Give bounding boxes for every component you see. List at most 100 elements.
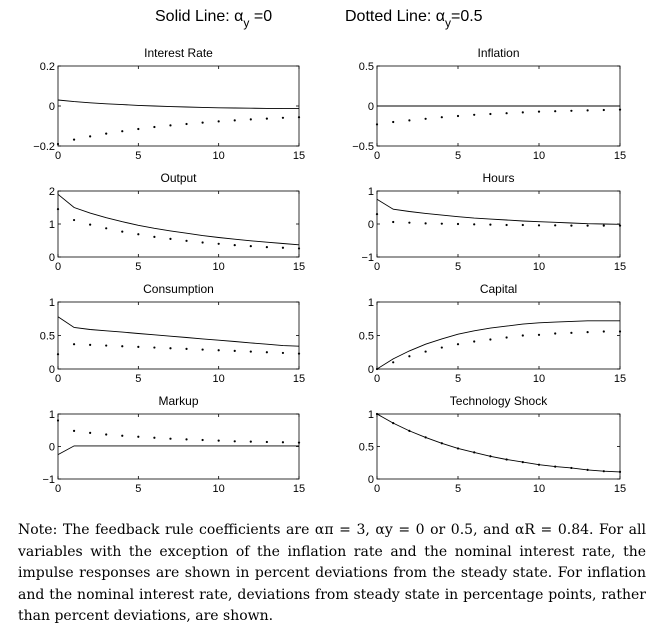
x-tick-label-consumption: 10 bbox=[213, 373, 225, 385]
dotted-series-point-hours bbox=[473, 223, 476, 226]
dotted-series-point-technology-shock bbox=[537, 463, 541, 466]
dotted-series-point-consumption bbox=[169, 347, 172, 350]
x-tick-label-technology-shock: 5 bbox=[455, 483, 461, 495]
dotted-series-point-capital bbox=[618, 330, 622, 333]
x-tick-label-technology-shock: 15 bbox=[614, 483, 626, 495]
dotted-series-point-markup bbox=[121, 434, 124, 437]
y-tick-label-technology-shock: 0 bbox=[368, 474, 374, 486]
solid-series-line-technology-shock bbox=[376, 413, 621, 473]
dotted-series-point-interest-rate bbox=[72, 138, 76, 141]
dotted-series-point-consumption bbox=[72, 343, 76, 346]
dotted-series-point-capital bbox=[375, 367, 379, 371]
x-tick-label-markup: 5 bbox=[135, 483, 141, 495]
dotted-series-point-technology-shock bbox=[521, 461, 524, 464]
x-tick-label-technology-shock: 0 bbox=[374, 483, 380, 495]
dotted-series-point-technology-shock bbox=[375, 412, 379, 416]
dotted-series-point-consumption bbox=[56, 353, 60, 356]
y-tick-label-inflation: 0 bbox=[368, 101, 374, 113]
dotted-series-point-interest-rate bbox=[281, 116, 285, 119]
x-tick-label-capital: 15 bbox=[614, 373, 626, 385]
y-tick-label-interest-rate: 0.2 bbox=[40, 61, 55, 73]
dotted-series-point-interest-rate bbox=[297, 116, 301, 119]
dotted-series-point-inflation bbox=[570, 109, 573, 112]
dotted-series-point-markup bbox=[137, 435, 140, 438]
dotted-series-point-technology-shock bbox=[408, 429, 411, 432]
dotted-series-point-markup bbox=[217, 439, 220, 442]
panel-title-inflation: Inflation bbox=[477, 46, 519, 60]
dotted-series-point-hours bbox=[521, 223, 524, 227]
dotted-series-point-markup bbox=[56, 419, 60, 422]
y-tick-label-markup: −1 bbox=[42, 474, 55, 486]
dotted-series-point-interest-rate bbox=[89, 135, 92, 138]
plot-frame-hours bbox=[376, 190, 621, 258]
y-tick-label-capital: 0 bbox=[368, 364, 374, 376]
dotted-series-point-technology-shock bbox=[440, 442, 443, 445]
dotted-series-point-consumption bbox=[297, 352, 301, 355]
x-tick-label-inflation: 15 bbox=[614, 150, 626, 162]
solid-series-line-consumption bbox=[57, 316, 300, 347]
x-tick-label-hours: 0 bbox=[374, 261, 380, 273]
dotted-series-point-inflation bbox=[424, 117, 427, 120]
y-tick-label-inflation: −0.5 bbox=[352, 141, 374, 153]
panel-consumption: Consumption 0 5 10 15 0 0.5 1 bbox=[40, 282, 305, 385]
solid-series-line-output bbox=[57, 193, 300, 246]
panel-title-hours: Hours bbox=[482, 171, 514, 185]
dotted-series-point-capital bbox=[408, 355, 411, 358]
y-tick-label-technology-shock: 1 bbox=[368, 409, 374, 421]
impulse-response-figure: Solid Line: αy =0 Dotted Line: αy=0.5 In… bbox=[33, 8, 626, 495]
legend-solid-suffix: =0 bbox=[249, 8, 272, 25]
dotted-series-point-inflation bbox=[473, 113, 476, 116]
y-tick-label-markup: 1 bbox=[49, 409, 55, 421]
dotted-series-point-consumption bbox=[89, 343, 92, 346]
y-tick-label-output: 1 bbox=[49, 219, 55, 231]
dotted-series-point-consumption bbox=[201, 348, 204, 351]
dotted-series-point-markup bbox=[72, 429, 76, 432]
panel-title-capital: Capital bbox=[480, 282, 517, 296]
dotted-series-point-output bbox=[233, 244, 236, 247]
x-tick-label-interest-rate: 5 bbox=[135, 150, 141, 162]
dotted-series-point-output bbox=[121, 230, 124, 233]
dotted-series-point-inflation bbox=[521, 111, 524, 114]
dotted-series-point-output bbox=[72, 218, 76, 222]
dotted-series-point-output bbox=[89, 223, 92, 226]
dotted-series-point-output bbox=[265, 246, 268, 249]
dotted-series-point-output bbox=[185, 239, 188, 242]
legend-solid-prefix: Solid Line: α bbox=[155, 8, 243, 25]
y-tick-label-interest-rate: −0.2 bbox=[33, 141, 55, 153]
y-tick-label-interest-rate: 0 bbox=[49, 101, 55, 113]
dotted-series-point-inflation bbox=[489, 112, 492, 116]
dotted-series-point-output bbox=[169, 237, 172, 240]
legend-solid-sub: y bbox=[243, 16, 249, 30]
dotted-series-point-interest-rate bbox=[105, 132, 108, 135]
dotted-series-point-inflation bbox=[440, 116, 443, 119]
dotted-series-point-technology-shock bbox=[554, 465, 557, 468]
dotted-series-point-capital bbox=[456, 343, 460, 346]
plot-frame-markup bbox=[57, 413, 300, 480]
dotted-series-point-consumption bbox=[185, 347, 188, 350]
dotted-series-point-technology-shock bbox=[586, 468, 589, 471]
panel-title-interest-rate: Interest Rate bbox=[144, 46, 213, 60]
y-tick-label-consumption: 0 bbox=[49, 364, 55, 376]
dotted-series-point-output bbox=[105, 227, 108, 230]
dotted-series-point-interest-rate bbox=[233, 119, 236, 122]
dotted-series-point-output bbox=[249, 245, 252, 248]
y-tick-label-output: 0 bbox=[49, 252, 55, 264]
dotted-series-point-capital bbox=[424, 350, 427, 353]
dotted-series-point-hours bbox=[440, 222, 443, 225]
dotted-series-point-inflation bbox=[618, 108, 622, 111]
y-tick-label-output: 2 bbox=[49, 186, 55, 198]
x-tick-label-output: 15 bbox=[293, 261, 305, 273]
x-tick-label-hours: 10 bbox=[533, 261, 545, 273]
dotted-series-point-consumption bbox=[153, 346, 156, 349]
dotted-series-point-technology-shock bbox=[602, 470, 605, 473]
dotted-series-point-markup bbox=[153, 436, 156, 439]
dotted-series-point-inflation bbox=[408, 119, 411, 122]
plot-frame-consumption bbox=[57, 301, 300, 370]
solid-series-line-interest-rate bbox=[57, 99, 299, 110]
y-tick-label-consumption: 0.5 bbox=[40, 331, 55, 343]
y-tick-label-markup: 0 bbox=[49, 442, 55, 454]
dotted-series-point-interest-rate bbox=[56, 142, 60, 146]
panel-title-technology-shock: Technology Shock bbox=[450, 394, 548, 408]
dotted-series-point-capital bbox=[489, 338, 492, 341]
dotted-series-point-output bbox=[56, 208, 60, 211]
